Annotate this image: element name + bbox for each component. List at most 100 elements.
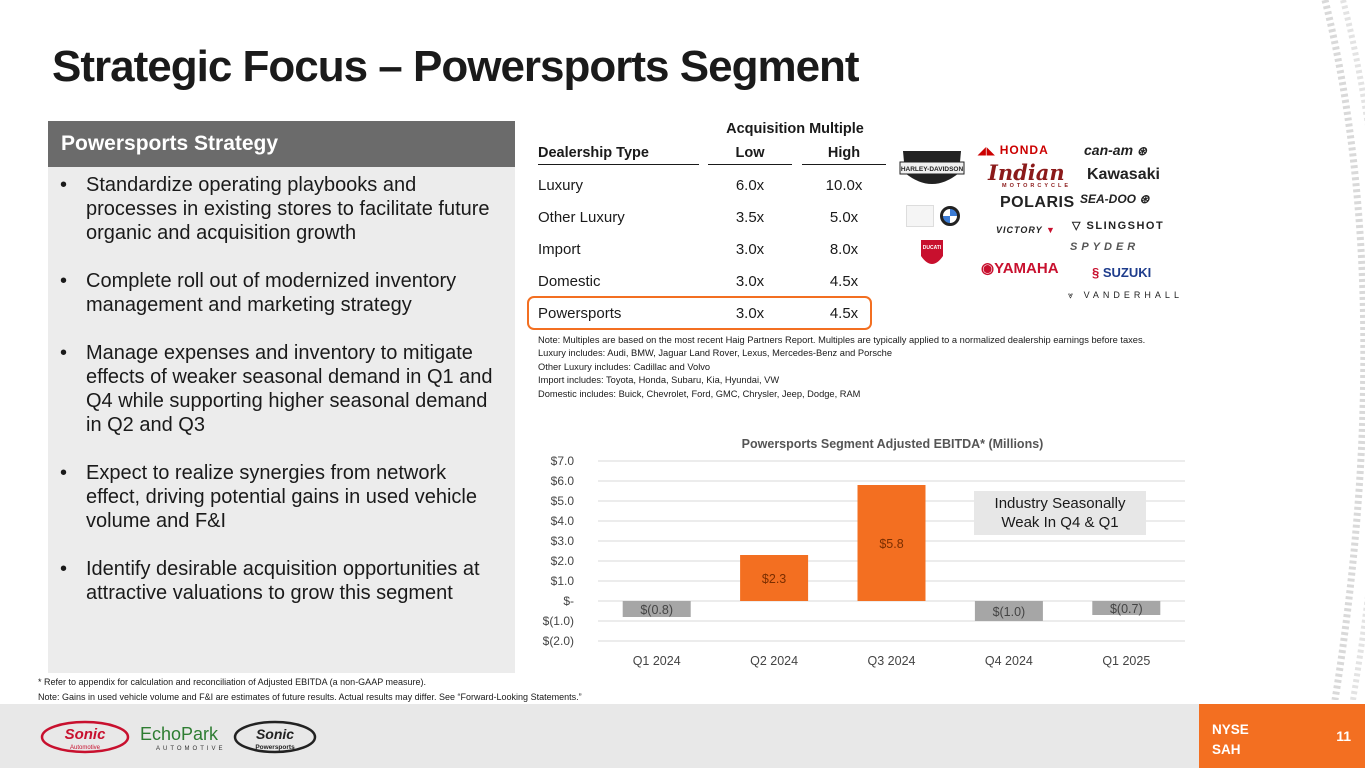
- table-row: Domestic 3.0x 4.5x: [530, 266, 882, 296]
- sonic-automotive-logo: Sonic Automotive: [40, 720, 130, 754]
- can-am-emblem-icon: ⊛: [1136, 144, 1147, 158]
- dealer-mark-icon: [906, 205, 934, 227]
- y-tick-label: $(1.0): [543, 614, 574, 628]
- vanderhall-logo-text: VANDERHALL: [1083, 290, 1183, 300]
- spyder-logo-text: SPYDER: [1070, 241, 1140, 253]
- strategy-bullet: Manage expenses and inventory to mitigat…: [60, 341, 503, 437]
- row-type: Luxury: [538, 177, 584, 194]
- y-tick-label: $4.0: [551, 514, 575, 528]
- sea-doo-emblem-icon: ⊛: [1139, 192, 1150, 206]
- bmw-roundel-icon: [940, 206, 960, 226]
- row-low: 6.0x: [735, 177, 765, 194]
- y-tick-label: $2.0: [551, 554, 575, 568]
- row-high: 8.0x: [829, 241, 859, 258]
- table-super-header: Acquisition Multiple: [726, 121, 864, 137]
- echopark-logo-sub: AUTOMOTIVE: [156, 746, 226, 752]
- data-label: $(0.8): [640, 603, 673, 617]
- sea-doo-logo-text: SEA-DOO: [1080, 192, 1137, 206]
- row-high: 4.5x: [829, 305, 859, 322]
- x-tick-label: Q2 2024: [750, 654, 798, 668]
- note-line: Other Luxury includes: Cadillac and Volv…: [538, 361, 711, 372]
- row-type: Powersports: [538, 305, 622, 322]
- victory-logo-text: VICTORY: [996, 225, 1043, 235]
- tire-tracks-decoration: [1321, 0, 1365, 700]
- row-low: 3.0x: [735, 305, 765, 322]
- honda-logo: ◢◣ HONDA: [978, 143, 1049, 157]
- page-title: Strategic Focus – Powersports Segment: [52, 42, 860, 91]
- table-row: Import 3.0x 8.0x: [530, 234, 882, 264]
- y-tick-label: $3.0: [551, 534, 575, 548]
- y-tick-label: $-: [563, 594, 574, 608]
- ebitda-bar-chart: $7.0 $6.0 $5.0 $4.0 $3.0 $2.0 $1.0 $- $(1.0) $(2.…: [543, 454, 1185, 668]
- chart-annotation: Industry Seasonally Weak In Q4 & Q1: [974, 491, 1146, 535]
- honda-logo-text: HONDA: [999, 143, 1049, 157]
- strategy-heading: Powersports Strategy: [48, 121, 515, 167]
- sonic-logo-sub: Automotive: [70, 745, 101, 751]
- sonic-powersports-logo: Sonic Powersports: [233, 720, 317, 754]
- header-low: Low: [708, 145, 792, 165]
- footnotes: * Refer to appendix for calculation and …: [38, 675, 582, 704]
- header-dealership-type: Dealership Type: [538, 145, 699, 165]
- ticker-box: NYSE SAH 11: [1199, 704, 1365, 768]
- bar: [622, 601, 691, 617]
- powersports-row-highlight: [527, 296, 872, 330]
- row-high: 4.5x: [829, 273, 859, 290]
- multiples-notes: Note: Multiples are based on the most re…: [538, 334, 1145, 401]
- ducati-logo: DUCATI: [921, 240, 943, 264]
- row-high: 5.0x: [829, 209, 859, 226]
- kawasaki-logo-text: Kawasaki: [1087, 166, 1160, 183]
- page-number: 11: [1336, 728, 1351, 744]
- indian-logo-text: Indian: [988, 160, 1065, 185]
- row-type: Import: [538, 241, 581, 258]
- slingshot-emblem-icon: ▽: [1072, 220, 1082, 232]
- note-line: Domestic includes: Buick, Chevrolet, For…: [538, 388, 861, 399]
- row-low: 3.0x: [735, 241, 765, 258]
- sonic-ps-logo-text: Sonic: [256, 726, 294, 742]
- y-tick-label: $1.0: [551, 574, 575, 588]
- strategy-bullet: Expect to realize synergies from network…: [60, 461, 503, 533]
- data-label: $2.3: [762, 572, 786, 586]
- suzuki-s-icon: §: [1092, 265, 1100, 280]
- note-line: Note: Multiples are based on the most re…: [538, 335, 1146, 345]
- ducati-logo-text: DUCATI: [923, 245, 942, 251]
- footnote-line: Note: Gains in used vehicle volume and F…: [38, 691, 582, 702]
- table-row: Luxury 6.0x 10.0x: [530, 170, 882, 200]
- sonic-logo-text: Sonic: [65, 726, 106, 743]
- x-tick-label: Q1 2025: [1102, 654, 1150, 668]
- row-type: Other Luxury: [538, 209, 625, 226]
- can-am-logo: can-am ⊛: [1084, 142, 1147, 158]
- echopark-logo-text: EchoPark: [140, 724, 219, 744]
- footer-bar: Sonic Automotive EchoPark AUTOMOTIVE Son…: [0, 704, 1365, 768]
- x-tick-label: Q4 2024: [985, 654, 1033, 668]
- y-tick-label: $5.0: [551, 494, 575, 508]
- strategy-panel: Powersports Strategy Standardize operati…: [48, 121, 515, 673]
- header-high: High: [802, 145, 886, 165]
- suzuki-logo-text: SUZUKI: [1102, 265, 1152, 280]
- harley-davidson-logo: HARLEY-DAVIDSON: [899, 151, 965, 184]
- chart-title: Powersports Segment Adjusted EBITDA* (Mi…: [741, 437, 1044, 451]
- row-type: Domestic: [538, 273, 601, 290]
- sonic-ps-logo-sub: Powersports: [255, 744, 295, 751]
- data-label: $(1.0): [993, 605, 1026, 619]
- bar: [740, 555, 809, 601]
- x-tick-label: Q3 2024: [868, 654, 916, 668]
- can-am-logo-text: can-am: [1084, 142, 1134, 158]
- slingshot-logo: ▽ SLINGSHOT: [1072, 219, 1164, 232]
- yamaha-logo-text: YAMAHA: [994, 260, 1059, 277]
- table-row: Other Luxury 3.5x 5.0x: [530, 202, 882, 232]
- vanderhall-logo: ⩔ VANDERHALL: [1068, 290, 1183, 301]
- y-tick-label: $(2.0): [543, 634, 574, 648]
- bar: [1092, 601, 1161, 615]
- table-row: Powersports 3.0x 4.5x: [530, 298, 882, 328]
- row-low: 3.5x: [735, 209, 765, 226]
- y-tick-label: $7.0: [551, 454, 575, 468]
- vanderhall-emblem-icon: ⩔: [1068, 290, 1078, 300]
- row-high: 10.0x: [825, 177, 863, 194]
- data-label: $(0.7): [1110, 602, 1143, 616]
- footnote-line: * Refer to appendix for calculation and …: [38, 677, 427, 687]
- note-line: Import includes: Toyota, Honda, Subaru, …: [538, 375, 780, 386]
- polaris-logo-text: POLARIS: [1000, 194, 1075, 211]
- indian-sub-text: MOTORCYCLE: [1002, 183, 1072, 189]
- bar: [974, 601, 1043, 621]
- honda-wing-icon: ◢◣: [978, 146, 996, 157]
